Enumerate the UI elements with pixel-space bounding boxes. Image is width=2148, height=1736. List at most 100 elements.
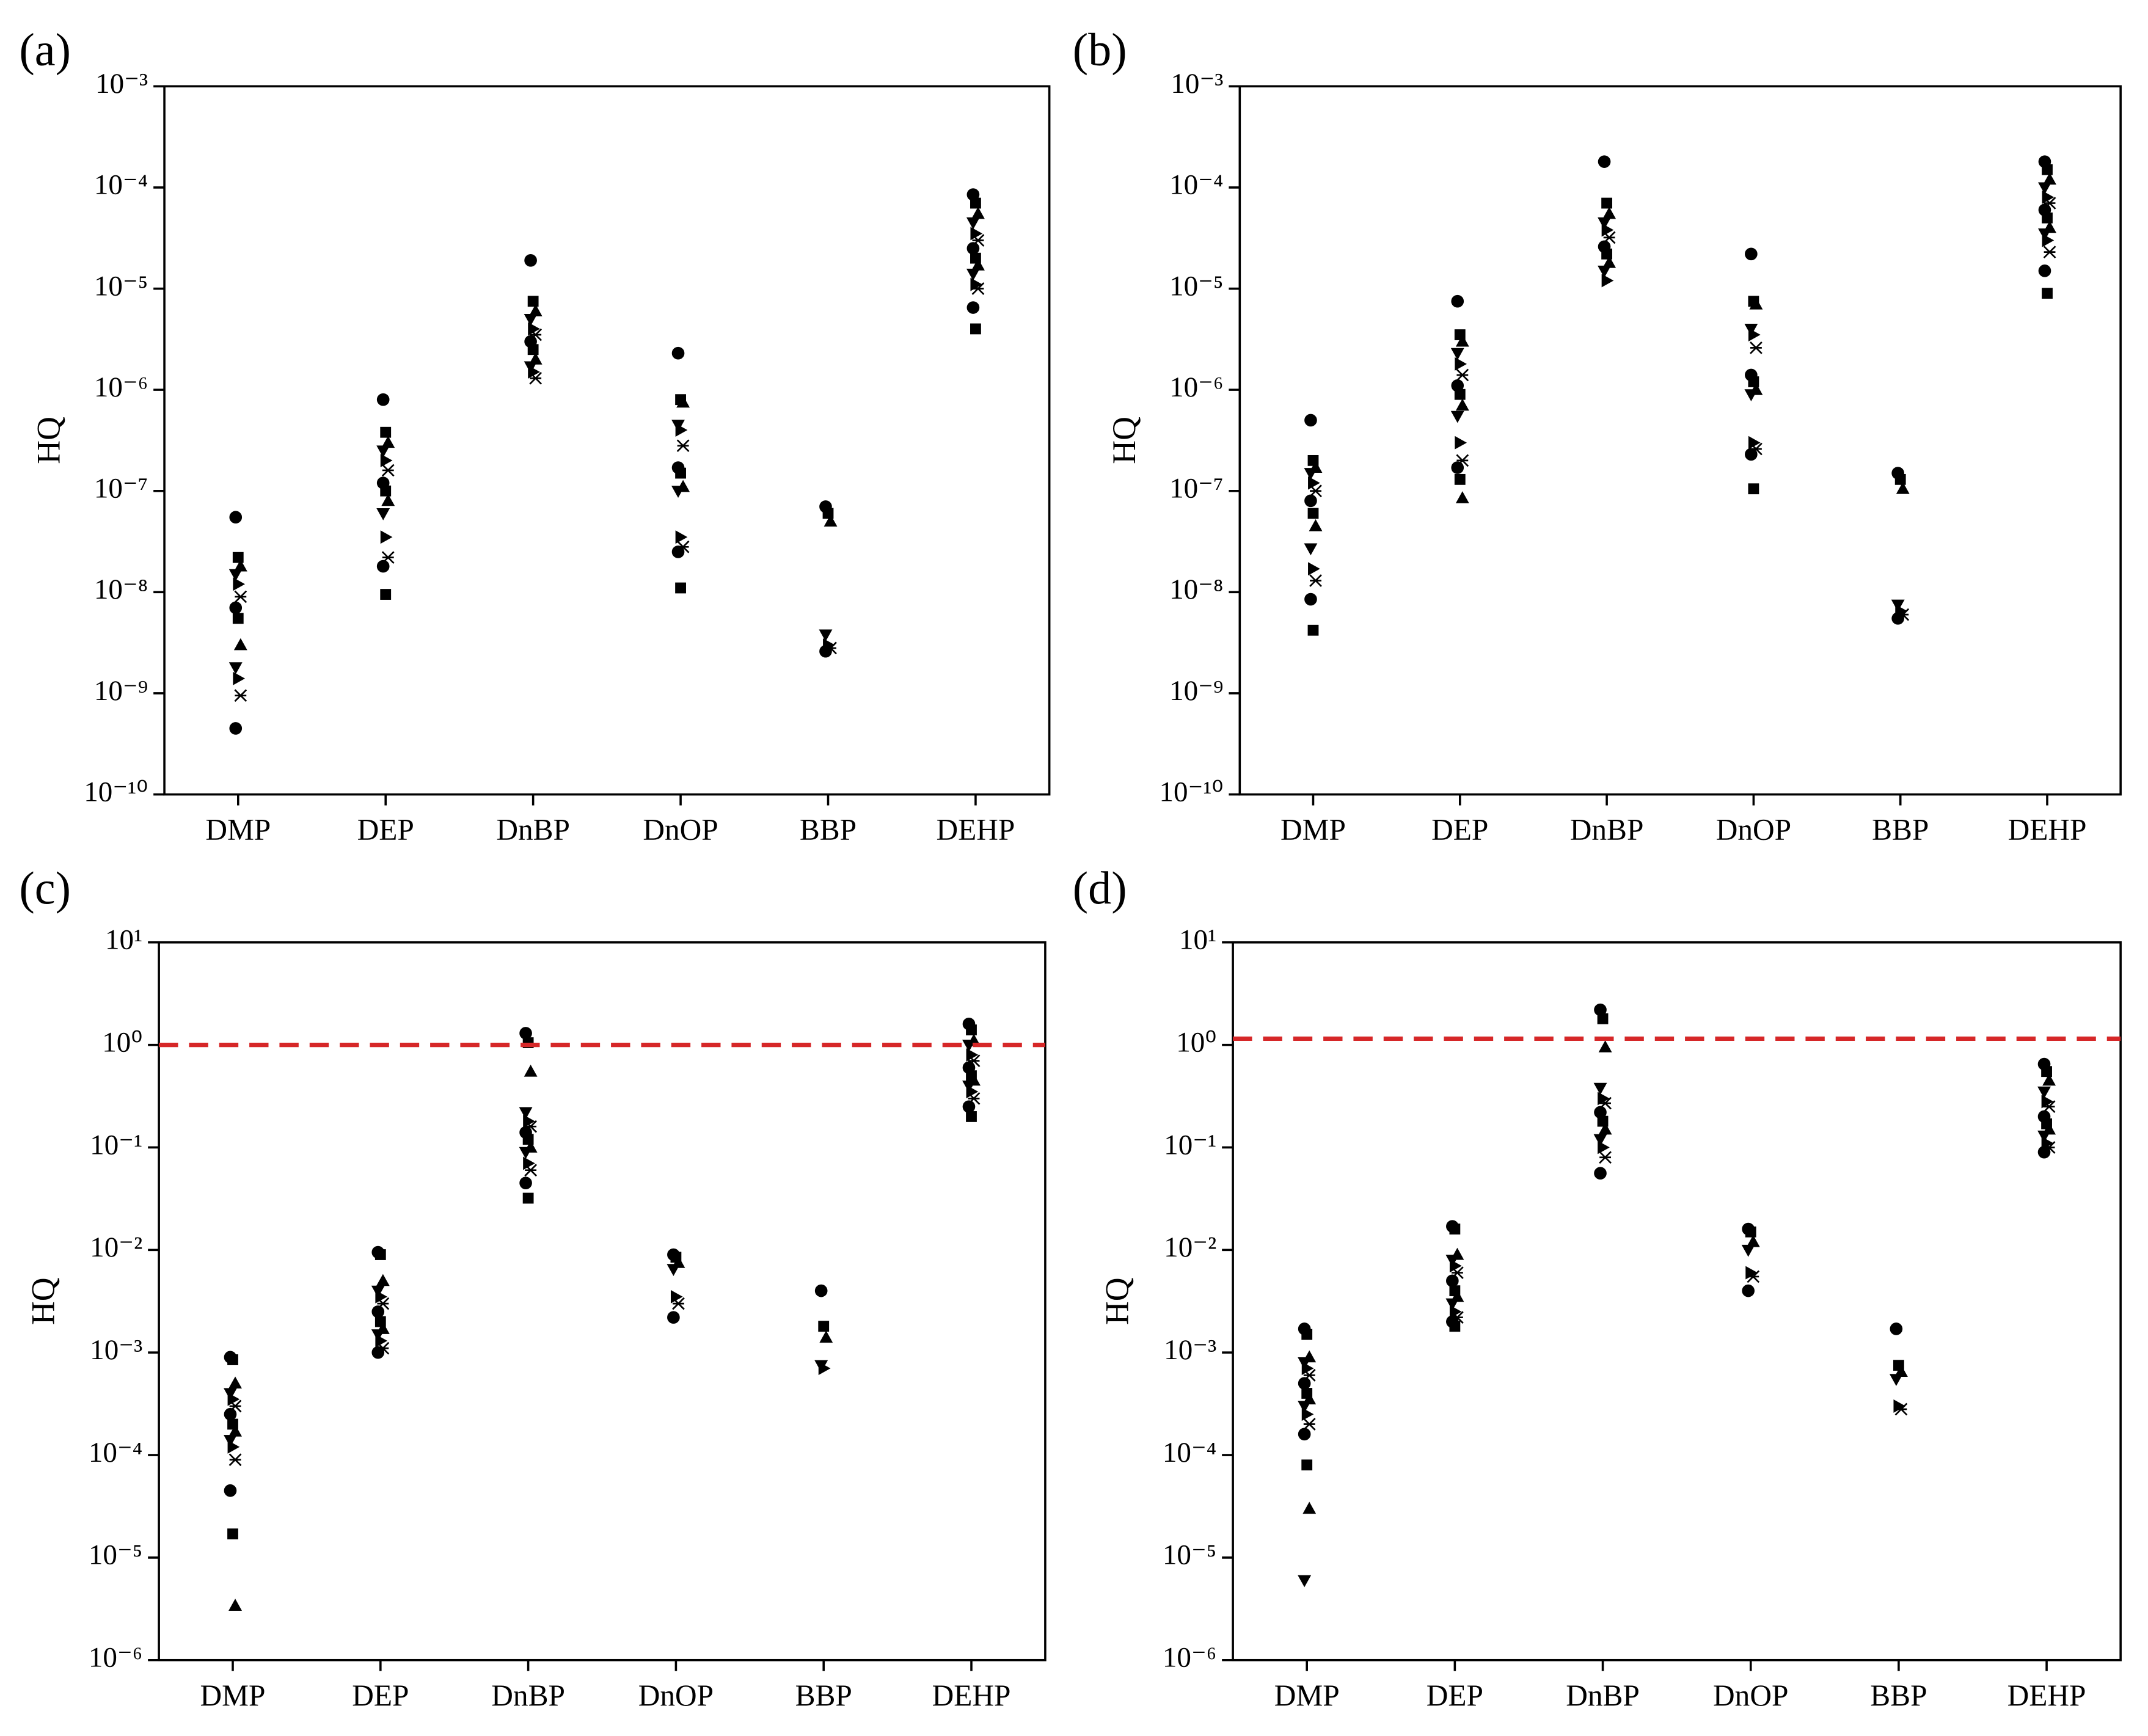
point: [227, 1354, 238, 1365]
point: [1446, 1274, 1459, 1288]
y-tick-label: 10⁻³: [1164, 1334, 1216, 1366]
y-axis-label: HQ: [1106, 417, 1142, 464]
y-tick-label: 10¹: [105, 924, 142, 956]
point: [1304, 593, 1317, 606]
point: [376, 393, 390, 406]
point: [667, 1264, 681, 1276]
point: [1598, 265, 1611, 278]
point: [527, 296, 539, 307]
y-tick-label: 10⁻⁶: [89, 1642, 142, 1674]
point: [818, 1362, 831, 1376]
point: [1308, 476, 1320, 490]
point: [2042, 288, 2053, 299]
point: [819, 644, 832, 658]
y-tick-label: 10⁻⁵: [94, 270, 148, 302]
point: [371, 1305, 385, 1318]
point: [1747, 1270, 1760, 1283]
point: [676, 439, 690, 453]
point: [1455, 398, 1469, 411]
point: [1304, 414, 1317, 427]
point: [1451, 461, 1464, 474]
point: [671, 545, 685, 558]
point: [671, 346, 685, 360]
point: [233, 638, 247, 651]
point: [375, 1334, 388, 1348]
x-tick-label: DEHP: [2007, 1679, 2086, 1712]
point: [229, 601, 243, 615]
point: [1601, 248, 1612, 260]
point: [824, 514, 838, 527]
y-tick-label: 10⁻¹: [90, 1129, 142, 1161]
x-tick-label: DnOP: [643, 813, 718, 847]
point: [1309, 574, 1322, 587]
y-tick-label: 10⁻⁸: [94, 574, 148, 605]
plot-frame: [1238, 85, 2122, 796]
point: [1896, 481, 1910, 494]
point: [1455, 357, 1467, 371]
x-tick-label: DMP: [200, 1679, 266, 1712]
point: [1449, 1321, 1461, 1332]
point: [1894, 473, 1906, 485]
point: [1598, 1040, 1612, 1052]
x-tick-label: BBP: [1870, 1679, 1927, 1712]
point: [524, 254, 537, 267]
point: [970, 197, 981, 209]
point: [234, 590, 247, 604]
point: [2038, 228, 2051, 241]
x-tick-label: DnBP: [491, 1679, 565, 1712]
x-tick-label: DEHP: [932, 1679, 1011, 1712]
point: [1597, 1013, 1609, 1024]
point: [1601, 197, 1612, 209]
point: [371, 1285, 385, 1298]
point: [527, 344, 539, 356]
point: [1891, 599, 1905, 612]
point: [233, 577, 246, 591]
point: [2043, 246, 2056, 258]
y-tick-label: 10⁻⁶: [1163, 1642, 1216, 1674]
point: [1455, 436, 1467, 450]
point: [232, 613, 244, 624]
point: [1450, 410, 1464, 423]
point: [672, 1297, 685, 1310]
point: [224, 1407, 237, 1421]
point: [1450, 348, 1464, 360]
point: [1298, 1377, 1311, 1390]
x-tick-label: DMP: [1274, 1679, 1340, 1712]
y-tick-label: 10⁻³: [1171, 68, 1223, 100]
point: [966, 1024, 977, 1035]
point: [671, 486, 685, 498]
point: [374, 1249, 386, 1260]
x-tick-label: DnOP: [1713, 1679, 1788, 1712]
point: [229, 511, 243, 524]
point: [519, 1027, 532, 1040]
point: [1745, 1226, 1756, 1238]
y-tick-label: 10⁻⁴: [1169, 169, 1223, 201]
point: [1445, 1298, 1459, 1311]
x-tick-label: DEHP: [2008, 813, 2087, 847]
y-tick-label: 10⁻³: [90, 1334, 142, 1366]
point: [2038, 264, 2051, 277]
point: [381, 464, 395, 477]
y-tick-label: 10⁻⁵: [1169, 270, 1223, 302]
point: [1298, 1575, 1312, 1588]
point: [1301, 1459, 1313, 1471]
x-tick-label: DEP: [1431, 813, 1488, 847]
point: [232, 552, 244, 563]
point: [380, 485, 392, 497]
point: [376, 1274, 390, 1286]
y-tick-label: 10⁻¹⁰: [1159, 776, 1223, 808]
point: [819, 629, 833, 642]
point: [2037, 1145, 2051, 1159]
panel: (a) HQ 10⁻¹⁰ 10⁻⁹ 10⁻⁸ 10⁻⁷ 10⁻⁶ 10⁻⁵ 10⁻⁴ 10⁻³ DM…: [19, 24, 1051, 847]
point: [1745, 247, 1758, 261]
point: [228, 1599, 242, 1611]
point: [966, 217, 980, 230]
point: [1598, 1140, 1610, 1154]
y-axis-label: HQ: [31, 417, 67, 464]
x-tick-label: BBP: [795, 1679, 852, 1712]
x-tick-label: DMP: [205, 813, 271, 847]
y-tick-label: 10⁻¹⁰: [84, 776, 148, 808]
point: [814, 1284, 828, 1297]
point: [228, 1453, 242, 1467]
